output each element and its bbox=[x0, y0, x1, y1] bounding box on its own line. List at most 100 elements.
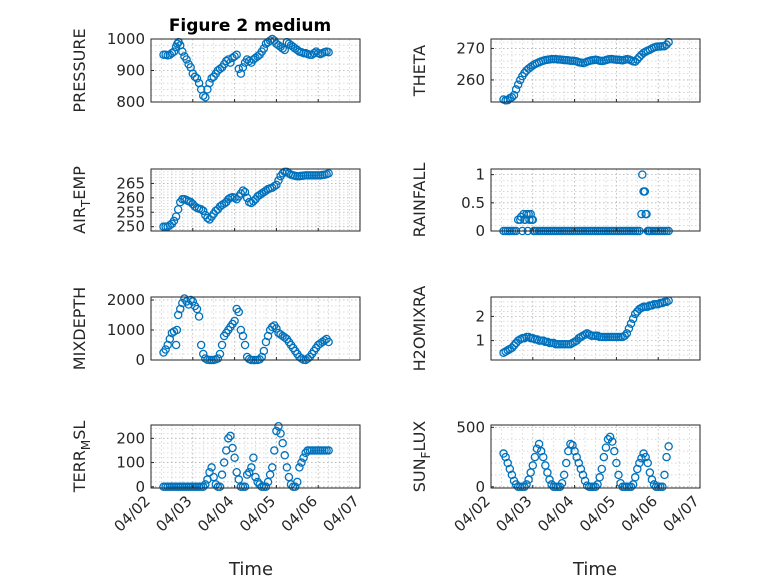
data-point bbox=[614, 470, 623, 480]
data-point bbox=[226, 431, 235, 441]
data-point bbox=[662, 452, 671, 462]
data-point bbox=[624, 324, 634, 333]
y-tick-label: 0 bbox=[135, 351, 145, 369]
data-point bbox=[169, 216, 179, 226]
data-point bbox=[228, 443, 237, 453]
data-point bbox=[272, 180, 281, 190]
data-point bbox=[561, 458, 571, 468]
data-point bbox=[640, 187, 650, 196]
axes-box bbox=[490, 38, 701, 103]
y-tick-label: 0 bbox=[475, 222, 485, 240]
data-point bbox=[240, 340, 250, 350]
subplot-mixdepth: 0 1000 2000 MIXDEPTH bbox=[70, 287, 361, 370]
data-point bbox=[660, 470, 669, 480]
y-axis-label: TERRMSL bbox=[70, 421, 93, 494]
data-point bbox=[626, 482, 636, 492]
y-tick-label: 500 bbox=[456, 418, 485, 436]
data-point bbox=[232, 50, 241, 60]
x-tick-label: 04/03 bbox=[152, 492, 195, 535]
data-point bbox=[194, 312, 204, 321]
y-axis-label-subscript: M bbox=[79, 440, 93, 450]
y-axis-label: RAINFALL bbox=[410, 163, 429, 238]
axes-box bbox=[150, 424, 361, 489]
data-point bbox=[192, 74, 202, 83]
y-tick-label: 270 bbox=[456, 39, 485, 57]
data-point bbox=[192, 304, 202, 314]
data-point bbox=[234, 307, 244, 317]
data-point bbox=[244, 467, 254, 477]
data-point bbox=[658, 482, 667, 492]
axes-box bbox=[490, 168, 701, 232]
data-point bbox=[635, 458, 644, 468]
data-point bbox=[267, 463, 277, 472]
axes-box bbox=[150, 296, 361, 361]
data-point bbox=[637, 454, 646, 463]
y-axis-label: AIRTEMP bbox=[70, 166, 93, 234]
x-tick-label: 04/05 bbox=[576, 492, 619, 535]
data-point bbox=[213, 354, 223, 363]
y-axis-label: MIXDEPTH bbox=[70, 287, 89, 370]
data-point bbox=[513, 80, 523, 89]
data-point bbox=[198, 482, 208, 492]
data-point bbox=[642, 209, 651, 219]
data-point bbox=[255, 355, 264, 364]
data-point bbox=[530, 452, 540, 462]
data-point bbox=[215, 482, 225, 492]
data-point bbox=[299, 453, 308, 462]
data-point bbox=[272, 324, 281, 333]
data-point bbox=[230, 453, 239, 462]
data-point bbox=[290, 482, 300, 492]
y-axis-label-rest: LUX bbox=[410, 421, 429, 452]
y-tick-label: 1000 bbox=[107, 321, 145, 339]
data-point bbox=[630, 473, 640, 482]
data-point bbox=[186, 295, 195, 305]
data-point bbox=[217, 470, 227, 479]
data-point bbox=[280, 333, 290, 342]
data-point bbox=[607, 437, 617, 446]
data-point bbox=[230, 193, 239, 203]
data-point bbox=[230, 52, 239, 61]
y-tick-label: 265 bbox=[116, 174, 145, 192]
data-point bbox=[320, 336, 329, 345]
data-point bbox=[610, 446, 619, 456]
data-point bbox=[253, 52, 262, 61]
data-point bbox=[520, 68, 529, 78]
y-tick-label: 260 bbox=[456, 71, 485, 89]
data-point bbox=[324, 446, 333, 455]
subplot-pressure: 800 900 1000 PRESSURE bbox=[70, 28, 361, 113]
data-point bbox=[259, 44, 269, 53]
data-point bbox=[526, 209, 535, 219]
x-tick-label: 04/04 bbox=[534, 492, 577, 535]
data-point bbox=[198, 206, 208, 216]
data-point bbox=[238, 63, 248, 72]
y-tick-label: 900 bbox=[116, 62, 145, 80]
y-axis-label: H2OMIXRA bbox=[410, 286, 429, 372]
data-point bbox=[247, 463, 256, 472]
y-tick-label: 2 bbox=[475, 307, 485, 325]
data-point bbox=[643, 458, 653, 468]
data-point bbox=[511, 85, 521, 94]
data-point bbox=[238, 331, 248, 341]
data-point bbox=[219, 458, 229, 467]
data-point bbox=[528, 461, 538, 470]
data-point bbox=[198, 91, 208, 100]
data-point bbox=[630, 309, 640, 319]
x-tick-label: 04/02 bbox=[111, 492, 154, 535]
data-point bbox=[196, 205, 206, 214]
data-point bbox=[620, 331, 630, 341]
data-point bbox=[272, 426, 281, 436]
data-point bbox=[309, 48, 319, 58]
data-point bbox=[507, 93, 517, 102]
data-point bbox=[278, 169, 287, 178]
axes-box bbox=[150, 168, 361, 232]
x-tick-label: 04/05 bbox=[236, 492, 279, 535]
data-point bbox=[280, 451, 290, 460]
data-point bbox=[278, 44, 287, 53]
data-point bbox=[622, 329, 632, 338]
data-point bbox=[603, 435, 613, 444]
y-tick-label: 250 bbox=[116, 218, 145, 236]
data-point bbox=[297, 458, 306, 467]
x-axis-label-left: Time bbox=[228, 559, 273, 580]
